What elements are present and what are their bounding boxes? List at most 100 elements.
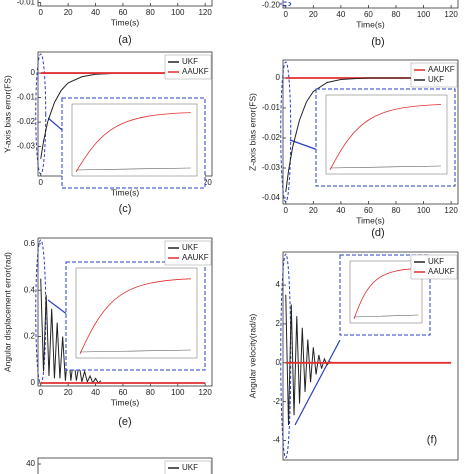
series-line	[40, 278, 102, 385]
x-tick-label: 40	[91, 8, 100, 17]
x-tick-label: 120	[444, 206, 458, 215]
inset-curve	[79, 349, 191, 353]
legend-label: UKF	[428, 257, 444, 266]
highlight-ellipse	[280, 253, 292, 459]
panel: 0-0.01-0.02-0.03-0.040 20 40 60 80 100 120Time…	[247, 59, 459, 239]
y-tick-label: 4	[276, 280, 281, 289]
x-tick-label: 20	[64, 8, 73, 17]
x-tick-label: 100	[171, 388, 185, 397]
y-tick-label: 0.2	[24, 332, 36, 341]
y-axis-label: Z-axis bias error(FS)	[247, 93, 257, 171]
zoom-arrow	[47, 299, 69, 316]
y-tick-label: 0	[31, 68, 36, 77]
x-tick-label: 20	[64, 388, 73, 397]
legend-label: AAUKF	[182, 67, 209, 76]
inset-curve	[353, 314, 419, 318]
panel-caption: (c)	[119, 203, 132, 215]
x-tick-label: 120	[444, 10, 458, 19]
x-tick-label: 60	[364, 206, 373, 215]
panel: 40UKFAAUKF	[26, 457, 213, 474]
legend-box	[410, 254, 458, 280]
x-tick-label: 20	[309, 206, 318, 215]
legend-label: UKF	[182, 463, 198, 472]
x-tick-label: 0	[39, 178, 44, 187]
x-tick-label: 0	[39, 8, 44, 17]
y-tick-label: 2	[276, 319, 281, 328]
y-tick-label: -0.02	[262, 133, 281, 142]
x-tick-label: 40	[336, 206, 345, 215]
series-line	[285, 77, 452, 193]
x-tick-label: 60	[364, 10, 373, 19]
plot-frame	[37, 237, 213, 387]
x-tick-label: 80	[146, 8, 155, 17]
legend-label: UKF	[182, 243, 198, 252]
inset-frame	[61, 97, 206, 189]
inset-plot	[349, 260, 423, 324]
inset-curve	[75, 167, 191, 171]
x-tick-label: 40	[336, 10, 345, 19]
panel: -0.010 20 40 60 80 100 120 Time(s) (a)	[17, 0, 213, 46]
y-axis-label: Y-axis bias error(FS)	[2, 75, 12, 153]
highlight-ellipse	[35, 53, 47, 175]
inset-frame	[65, 261, 206, 371]
x-axis-label: Time(s)	[356, 19, 385, 29]
y-tick-label: -4	[273, 436, 281, 445]
plot-frame	[37, 457, 213, 474]
panel-caption: (d)	[371, 227, 384, 239]
x-tick-label: 80	[392, 10, 401, 19]
x-tick-label: 60	[118, 8, 127, 17]
inset-curve	[329, 165, 441, 169]
y-tick-label: 0.4	[24, 285, 36, 294]
y-tick-label: -0.02	[17, 117, 36, 126]
plot-frame	[282, 251, 459, 461]
x-tick-label: 0	[39, 388, 44, 397]
inset-plot	[325, 94, 448, 175]
inset-plot	[75, 267, 198, 359]
legend-box	[410, 62, 458, 88]
legend-label: AAUKF	[182, 253, 209, 262]
x-axis-label: Time(s)	[111, 397, 140, 407]
zoom-arrow	[289, 139, 319, 151]
inset-curve	[79, 278, 191, 355]
y-axis-label: Angular displacement error(rad)	[2, 252, 12, 372]
inset-frame	[315, 88, 456, 187]
panel: -0.200 20 40 60 80 100 120 Time(s) (b)	[262, 0, 459, 48]
x-tick-label: 120	[198, 8, 212, 17]
plot-frame	[282, 59, 459, 205]
series-line	[285, 294, 333, 426]
y-tick-label: -0.01	[17, 0, 36, 7]
y-tick-label: -0.04	[262, 193, 281, 202]
panel-caption: (e)	[118, 416, 131, 428]
panel-caption: (b)	[371, 36, 384, 48]
y-tick-label: -0.03	[262, 163, 281, 172]
x-tick-label: 20	[309, 10, 318, 19]
legend-label: AAUKF	[428, 65, 455, 74]
plot-frame	[282, 0, 459, 9]
y-tick-label: 0	[31, 378, 36, 387]
legend-label: AAUKF	[428, 267, 455, 276]
x-tick-label: 0	[284, 206, 289, 215]
y-tick-label: 0	[276, 73, 281, 82]
zoom-arrow	[294, 339, 341, 426]
x-axis-label: Time(s)	[111, 17, 140, 27]
x-tick-label: 100	[417, 206, 431, 215]
x-tick-label: 100	[417, 10, 431, 19]
highlight-ellipse	[280, 61, 292, 203]
x-tick-label: 80	[146, 388, 155, 397]
y-tick-label: -2	[273, 397, 281, 406]
x-tick-label: 0	[284, 10, 289, 19]
panel: 0.6 0.4 0.2 00 20 40 60 80 100 120 Time(s) Angular …	[2, 237, 213, 428]
inset-plot	[71, 103, 198, 177]
x-axis-label: Time(s)	[356, 215, 385, 225]
x-axis-label: Time(s)	[111, 187, 140, 197]
panel: 0-0.01-0.02-0.03020406080100120Time(s)Y-…	[2, 51, 213, 215]
inset-curve	[353, 268, 419, 320]
x-tick-label: 60	[118, 388, 127, 397]
y-tick-label: -0.01	[17, 93, 36, 102]
inset-curve	[75, 112, 191, 173]
x-tick-label: 120	[198, 388, 212, 397]
highlight-ellipse	[280, 1, 292, 7]
y-tick-label: 0	[276, 358, 281, 367]
y-axis-label: Angular velocity(rad/s)	[247, 314, 257, 399]
